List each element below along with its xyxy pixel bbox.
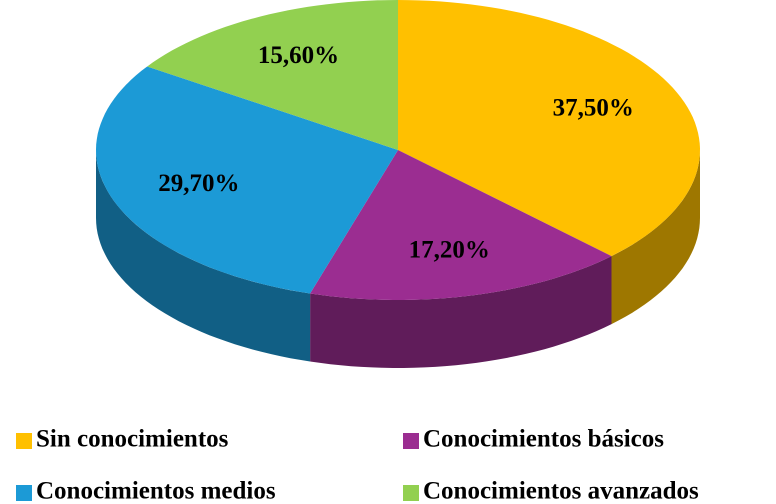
data-label: 17,20%	[409, 237, 490, 264]
slice	[398, 0, 700, 257]
slice	[147, 0, 398, 150]
legend-label: Conocimientos avanzados	[423, 478, 699, 504]
legend-swatch	[403, 485, 419, 501]
data-label: 15,60%	[258, 42, 339, 69]
slice	[310, 150, 612, 300]
legend-label: Conocimientos medios	[36, 478, 276, 504]
slice-side	[611, 150, 700, 325]
legend-swatch	[403, 433, 419, 449]
legend-swatch	[16, 485, 32, 501]
legend-label: Conocimientos básicos	[423, 426, 664, 453]
legend-swatch	[16, 433, 32, 449]
slice	[96, 66, 398, 294]
slice-side	[310, 256, 612, 368]
data-label: 37,50%	[553, 95, 634, 122]
legend-label: Sin conocimientos	[36, 426, 229, 453]
data-label: 29,70%	[158, 170, 239, 197]
slice-side	[96, 150, 311, 362]
